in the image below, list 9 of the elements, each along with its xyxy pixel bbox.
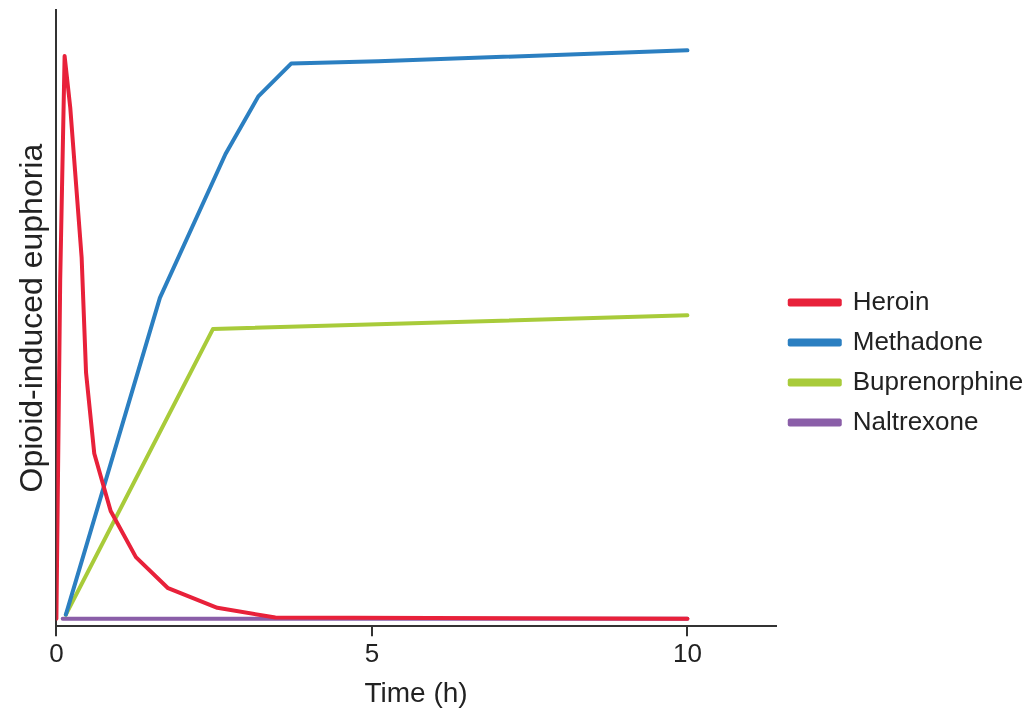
legend-label: Heroin (852, 285, 930, 316)
x-tick-label: 5 (364, 637, 380, 668)
y-axis-title: Opioid-induced euphoria (13, 143, 50, 493)
x-axis-title: Time (h) (364, 676, 468, 708)
legend-label: Naltrexone (852, 405, 979, 436)
x-tick-label: 10 (672, 637, 702, 668)
legend-label: Methadone (852, 325, 983, 356)
legend-label: Buprenorphine (852, 365, 1024, 396)
x-tick-label: 0 (49, 637, 64, 668)
